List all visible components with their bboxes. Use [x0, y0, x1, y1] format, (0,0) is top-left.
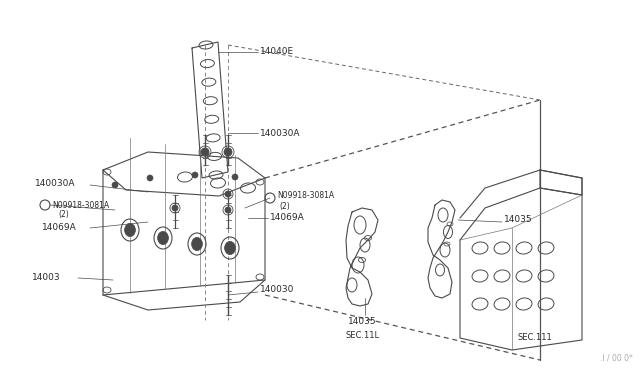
- Circle shape: [225, 191, 231, 197]
- Text: (2): (2): [58, 211, 68, 219]
- Circle shape: [224, 148, 232, 156]
- Circle shape: [192, 172, 198, 178]
- Circle shape: [147, 175, 153, 181]
- Text: 140030A: 140030A: [260, 128, 301, 138]
- Text: 14003: 14003: [32, 273, 61, 282]
- Text: N09918-3081A: N09918-3081A: [52, 201, 109, 209]
- Text: 14035: 14035: [504, 215, 532, 224]
- Text: SEC.111: SEC.111: [518, 334, 553, 343]
- Text: (2): (2): [279, 202, 290, 212]
- Text: .I / 00 0*: .I / 00 0*: [600, 353, 633, 362]
- Text: 14035: 14035: [348, 317, 376, 327]
- Text: 14069A: 14069A: [270, 214, 305, 222]
- Text: 140030: 140030: [260, 285, 294, 295]
- Circle shape: [112, 182, 118, 188]
- Ellipse shape: [225, 241, 236, 254]
- Ellipse shape: [125, 224, 136, 237]
- Ellipse shape: [191, 237, 202, 251]
- Text: 140030A: 140030A: [35, 179, 76, 187]
- Circle shape: [172, 205, 178, 211]
- Circle shape: [201, 148, 209, 156]
- Circle shape: [225, 207, 231, 213]
- Text: 14040E: 14040E: [260, 48, 294, 57]
- Circle shape: [232, 174, 238, 180]
- Text: N09918-3081A: N09918-3081A: [277, 192, 334, 201]
- Text: SEC.11L: SEC.11L: [345, 330, 379, 340]
- Ellipse shape: [157, 231, 168, 245]
- Text: 14069A: 14069A: [42, 224, 77, 232]
